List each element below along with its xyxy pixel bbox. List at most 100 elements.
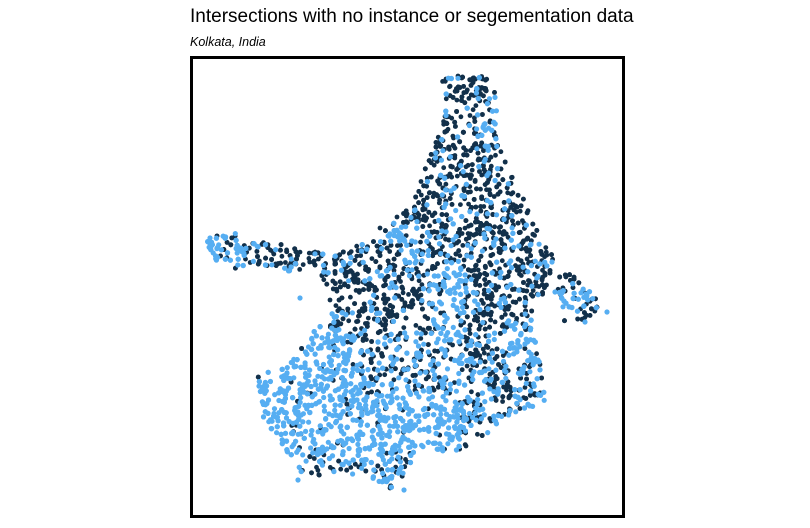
dark-intersection-point <box>459 231 465 236</box>
light-intersection-point <box>297 423 303 429</box>
light-intersection-point <box>308 383 314 390</box>
dark-intersection-point <box>256 260 262 265</box>
dark-intersection-point <box>255 374 261 380</box>
light-intersection-point <box>492 177 498 184</box>
dark-intersection-point <box>459 98 464 103</box>
light-intersection-point <box>425 248 431 254</box>
light-intersection-point <box>406 444 412 450</box>
dark-intersection-point <box>425 316 431 321</box>
dark-intersection-point <box>425 342 431 347</box>
dark-intersection-point <box>427 223 432 229</box>
dark-intersection-point <box>418 239 423 245</box>
light-intersection-point <box>278 431 284 437</box>
light-intersection-point <box>439 192 445 198</box>
light-intersection-point <box>428 362 434 368</box>
dark-intersection-point <box>391 256 397 262</box>
dark-intersection-point <box>377 264 383 270</box>
light-intersection-point <box>498 269 504 275</box>
light-intersection-point <box>350 437 356 444</box>
dark-intersection-point <box>416 200 421 206</box>
dark-intersection-point <box>380 353 385 359</box>
dark-intersection-point <box>473 204 479 210</box>
dark-intersection-point <box>570 285 576 290</box>
light-intersection-point <box>320 361 327 368</box>
light-intersection-point <box>456 378 462 384</box>
light-intersection-point <box>469 414 476 420</box>
light-intersection-point <box>405 411 412 417</box>
light-intersection-point <box>431 273 437 279</box>
light-intersection-point <box>297 381 303 387</box>
light-intersection-point <box>444 266 450 272</box>
dark-intersection-point <box>382 306 388 312</box>
dark-intersection-point <box>431 162 437 168</box>
dark-intersection-point <box>457 139 462 144</box>
light-intersection-point <box>321 403 327 409</box>
dark-intersection-point <box>382 277 388 282</box>
light-intersection-point <box>358 349 364 356</box>
light-intersection-point <box>502 245 508 251</box>
light-intersection-point <box>426 288 432 294</box>
light-intersection-point <box>457 355 463 361</box>
dark-intersection-point <box>493 397 499 403</box>
dark-intersection-point <box>269 257 274 262</box>
light-intersection-point <box>390 318 397 324</box>
dark-intersection-point <box>229 235 235 241</box>
dark-intersection-point <box>421 183 427 189</box>
light-intersection-point <box>434 446 440 452</box>
dark-intersection-point <box>474 186 479 192</box>
dark-intersection-point <box>454 88 460 94</box>
dark-intersection-point <box>515 220 521 226</box>
light-intersection-point <box>396 402 402 408</box>
light-intersection-point <box>312 441 318 447</box>
light-intersection-point <box>463 289 469 295</box>
light-intersection-point <box>333 412 339 418</box>
dark-intersection-point <box>383 318 388 324</box>
light-intersection-point <box>514 346 520 352</box>
map-subtitle: Kolkata, India <box>190 35 266 49</box>
light-intersection-point <box>420 388 427 394</box>
light-intersection-point <box>256 379 262 385</box>
dark-intersection-point <box>529 308 535 314</box>
dark-intersection-point <box>498 365 504 370</box>
light-intersection-point <box>404 242 410 248</box>
light-intersection-point <box>390 361 396 367</box>
light-intersection-point <box>525 339 531 345</box>
dark-intersection-point <box>300 262 306 267</box>
light-intersection-point <box>570 281 576 287</box>
light-intersection-point <box>257 388 263 395</box>
dark-intersection-point <box>394 252 400 257</box>
dark-intersection-point <box>439 221 445 227</box>
light-intersection-point <box>297 399 303 405</box>
dark-intersection-point <box>377 253 383 258</box>
dark-intersection-point <box>476 258 482 264</box>
dark-intersection-point <box>394 314 400 319</box>
dark-intersection-point <box>382 327 388 332</box>
light-intersection-point <box>416 273 422 279</box>
dark-intersection-point <box>410 373 416 378</box>
dark-intersection-point <box>492 381 497 387</box>
dark-intersection-point <box>483 88 489 94</box>
light-intersection-point <box>354 362 360 368</box>
dark-intersection-point <box>311 456 317 461</box>
light-intersection-point <box>501 216 507 222</box>
dark-intersection-point <box>424 215 429 221</box>
dark-intersection-point <box>393 366 398 372</box>
light-intersection-point <box>443 229 449 235</box>
light-intersection-point <box>506 198 512 204</box>
light-intersection-point <box>375 408 382 414</box>
map-panel <box>190 56 625 518</box>
light-intersection-point <box>419 297 425 304</box>
light-intersection-point <box>413 390 420 396</box>
light-intersection-point <box>292 261 298 267</box>
light-intersection-point <box>466 410 473 417</box>
light-intersection-point <box>438 419 444 425</box>
dark-intersection-point <box>359 306 365 312</box>
dark-intersection-point <box>499 241 505 246</box>
light-intersection-point <box>482 399 488 405</box>
light-intersection-point <box>511 351 517 357</box>
dark-intersection-point <box>427 190 433 196</box>
dark-intersection-point <box>433 144 439 150</box>
light-intersection-point <box>419 251 425 257</box>
dark-intersection-point <box>500 394 506 400</box>
light-intersection-point <box>300 419 306 425</box>
